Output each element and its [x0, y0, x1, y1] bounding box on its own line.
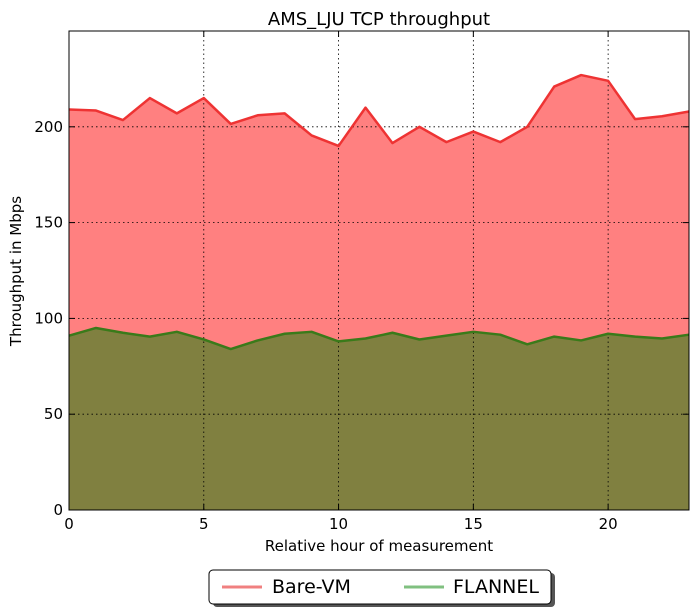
plot-frame — [68, 30, 690, 511]
y-tick-label: 50 — [44, 405, 63, 423]
y-tick-label: 150 — [34, 214, 63, 232]
series-line-bare-vm — [68, 73, 690, 148]
x-tick-label: 10 — [329, 515, 348, 533]
series-fills — [69, 75, 689, 510]
x-tick-label: 0 — [64, 515, 74, 533]
x-tick-labels: 0 5 10 15 20 — [64, 515, 617, 533]
y-tick-label: 100 — [34, 309, 63, 327]
x-tick-label: 20 — [599, 515, 618, 533]
y-tick-labels: 0 50 100 150 200 — [34, 118, 63, 519]
y-tick-label: 0 — [53, 501, 63, 519]
legend: Bare-VM FLANNEL — [208, 569, 555, 607]
tick-marks — [68, 31, 689, 511]
y-tick-label: 200 — [34, 118, 63, 136]
legend-label-flannel: FLANNEL — [453, 576, 539, 598]
area-fill-flannel — [69, 327, 689, 510]
x-tick-label: 15 — [464, 515, 483, 533]
y-axis-label: Throughput in Mbps — [7, 196, 25, 347]
legend-label-bare-vm: Bare-VM — [272, 576, 351, 598]
chart-title: AMS_LJU TCP throughput — [268, 9, 490, 30]
grid-lines — [69, 31, 689, 510]
legend-box — [208, 569, 552, 605]
x-axis-label: Relative hour of measurement — [265, 537, 493, 555]
series-lines — [68, 73, 690, 351]
x-tick-label: 5 — [199, 515, 209, 533]
series-line-flannel — [68, 326, 690, 351]
